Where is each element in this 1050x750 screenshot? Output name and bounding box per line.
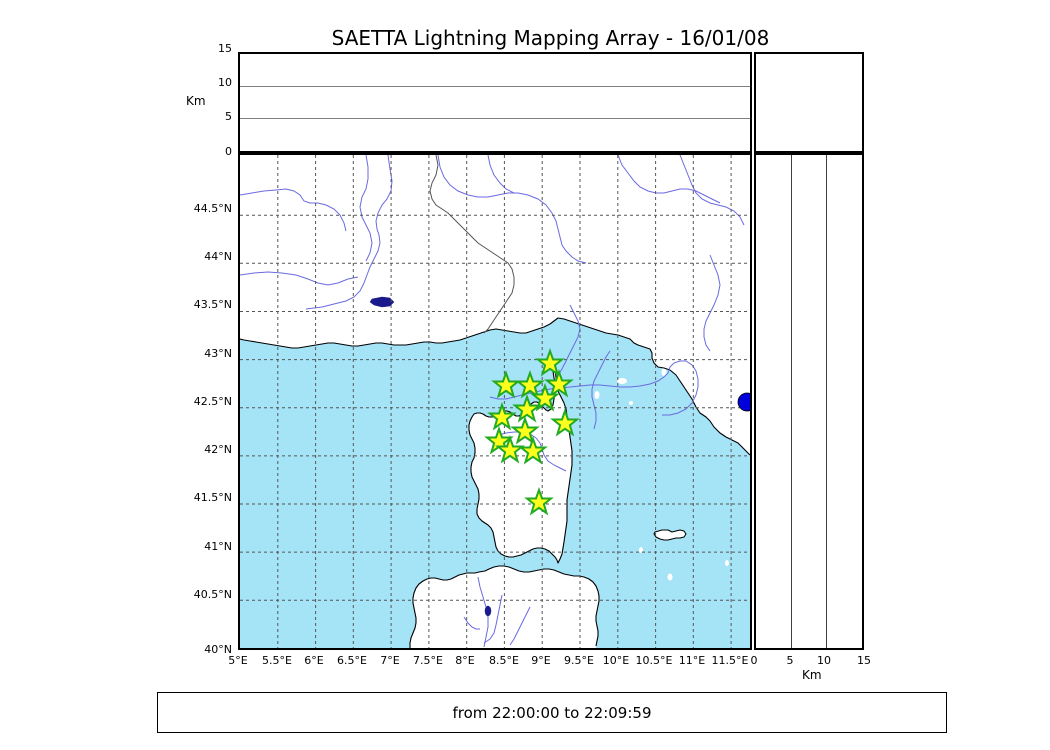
gridline-km-5 <box>791 155 792 648</box>
station-star <box>550 408 580 437</box>
axis-label-right-km: Km <box>802 668 822 682</box>
panel-longitude-altitude[interactable] <box>238 52 752 153</box>
chart-title: SAETTA Lightning Mapping Array - 16/01/0… <box>331 26 770 50</box>
land-islet-6 <box>629 401 633 405</box>
river-italy-east <box>703 254 721 352</box>
tick-lat-44: 44°N <box>204 250 232 263</box>
border-france-italy <box>429 155 515 334</box>
tick-top-5: 5 <box>225 110 232 123</box>
river-po-north <box>487 155 515 194</box>
panel-altitude-latitude[interactable] <box>754 153 864 650</box>
tick-top-0: 0 <box>225 145 232 158</box>
coastline-mainland <box>240 317 750 456</box>
time-range-text: from 22:00:00 to 22:09:59 <box>452 703 652 722</box>
tick-lat-40: 40°N <box>204 643 232 656</box>
land-islet-7 <box>594 391 600 399</box>
station-star <box>510 416 540 445</box>
tick-lon-11: 11°E <box>678 654 706 667</box>
tick-km-0: 0 <box>750 654 758 667</box>
station-star <box>515 370 545 399</box>
coastline-elba <box>653 529 687 541</box>
tick-km-5: 5 <box>786 654 794 667</box>
lake-sardinia-1 <box>484 605 492 617</box>
tick-top-15: 15 <box>218 42 232 55</box>
tick-lon-11_5: 11.5°E <box>711 654 749 667</box>
map-graphic <box>240 155 750 648</box>
time-range-statusbar[interactable]: from 22:00:00 to 22:09:59 <box>157 692 947 733</box>
coastline-corsica <box>468 359 573 564</box>
tick-km-10: 10 <box>817 654 831 667</box>
river-rhone <box>305 155 393 310</box>
panel-corner[interactable] <box>754 52 864 153</box>
panel-map[interactable] <box>238 153 752 650</box>
tick-km-15: 15 <box>857 654 871 667</box>
river-sardinia-4 <box>463 616 480 630</box>
tick-lon-10: 10°E <box>602 654 630 667</box>
blue-marker-dot <box>737 392 750 412</box>
land-mainland <box>240 155 750 455</box>
river-arno-lower <box>679 155 745 226</box>
river-corsica <box>497 431 567 472</box>
land-islet-2 <box>667 573 673 581</box>
tick-lon-8: 8°E <box>455 654 475 667</box>
river-italy-low <box>529 360 699 416</box>
coastline-sardinia <box>409 565 600 648</box>
station-star <box>535 348 565 377</box>
graticule-group <box>240 155 750 648</box>
river-center <box>359 155 373 262</box>
land-islet-5 <box>617 378 627 384</box>
tick-lon-5: 5°E <box>228 654 248 667</box>
station-star <box>495 435 525 464</box>
tick-lat-44_5: 44.5°N <box>193 202 232 215</box>
land-islet-4 <box>661 368 667 376</box>
station-star <box>524 487 554 516</box>
tick-lat-43: 43°N <box>204 347 232 360</box>
station-star <box>512 394 542 423</box>
tick-lat-42: 42°N <box>204 443 232 456</box>
station-markers-group <box>484 348 580 516</box>
river-north-1 <box>240 188 347 232</box>
river-durance <box>240 271 359 286</box>
tick-lon-7_5: 7.5°E <box>413 654 443 667</box>
station-star <box>487 402 517 431</box>
axis-label-top-km: Km <box>186 94 206 108</box>
lake-etang-berre <box>369 296 395 308</box>
station-star <box>530 383 560 412</box>
tick-lon-10_5: 10.5°E <box>635 654 673 667</box>
tick-lat-40_5: 40.5°N <box>193 588 232 601</box>
tick-lon-9_5: 9.5°E <box>564 654 594 667</box>
tick-lon-6: 6°E <box>304 654 324 667</box>
tick-lon-9: 9°E <box>531 654 551 667</box>
river-sardinia-3 <box>509 606 531 646</box>
station-star <box>518 436 548 465</box>
river-arno <box>617 155 721 204</box>
gridline-alt-5 <box>240 118 750 119</box>
station-star <box>491 370 521 399</box>
tick-lon-5_5: 5.5°E <box>262 654 292 667</box>
gridline-alt-10 <box>240 86 750 87</box>
tick-lon-6_5: 6.5°E <box>337 654 367 667</box>
land-islet-3 <box>725 560 729 566</box>
tick-lat-41: 41°N <box>204 540 232 553</box>
station-star <box>544 369 574 398</box>
tick-lon-8_5: 8.5°E <box>489 654 519 667</box>
tick-lon-7: 7°E <box>380 654 400 667</box>
tick-lat-42_5: 42.5°N <box>193 395 232 408</box>
land-islet-1 <box>639 547 643 553</box>
river-po <box>437 155 587 264</box>
river-tiber <box>591 350 611 430</box>
gridline-km-10 <box>826 155 827 648</box>
river-sardinia-2 <box>483 594 503 644</box>
tick-top-10: 10 <box>218 76 232 89</box>
river-tuscany <box>557 304 581 376</box>
tick-lat-41_5: 41.5°N <box>193 491 232 504</box>
tick-lat-43_5: 43.5°N <box>193 298 232 311</box>
